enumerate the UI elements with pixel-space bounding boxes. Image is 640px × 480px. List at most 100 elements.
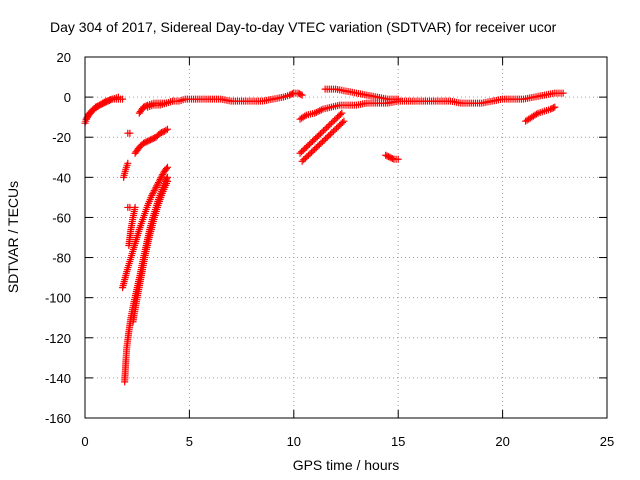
chart-title: Day 304 of 2017, Sidereal Day-to-day VTE… [50,19,557,35]
data-point [331,116,339,124]
data-point [318,128,326,136]
data-point [301,145,309,153]
data-point [312,134,320,142]
data-point [333,124,341,132]
data-point [301,154,309,162]
data-point [311,109,319,117]
data-point [328,129,336,137]
data-point [288,90,296,98]
data-point [150,187,158,195]
data-point [156,175,164,183]
data-point [321,125,329,133]
y-tick-label: -20 [52,130,71,145]
axis-ticks: 0 5 10 15 20 25 20 0 -20 -40 -60 -80 -100 -120 -140 -16… [45,50,614,449]
y-tick-label: 20 [57,50,71,65]
data-point [114,93,122,101]
data-point [389,155,397,163]
data-point [309,137,317,145]
data-point [297,90,305,98]
data-point [331,126,339,134]
y-tick-label: -160 [45,411,71,426]
data-point [312,108,320,116]
data-point [316,107,324,115]
y-axis-label: SDTVAR / TECUs [5,181,21,293]
data-point [303,153,311,161]
data-point [306,150,314,158]
data-point [163,125,171,133]
data-point [314,142,322,150]
data-point [300,156,308,164]
data-point [340,117,348,125]
data-points [81,85,567,386]
x-tick-label: 10 [287,434,301,449]
data-point [549,104,557,112]
data-point [325,132,333,140]
data-point [315,141,323,149]
data-point [326,121,334,129]
data-point [317,139,325,147]
data-point [296,149,304,157]
x-tick-label: 5 [186,434,193,449]
data-point [304,151,312,159]
data-point [162,165,170,173]
data-point [313,133,321,141]
plot-frame [84,56,608,419]
y-tick-label: -60 [52,210,71,225]
data-point [329,118,337,126]
data-point [310,136,318,144]
data-point [551,103,559,111]
data-point [302,143,310,151]
data-point [315,131,323,139]
data-point [298,148,306,156]
data-point [149,188,157,196]
data-point [323,124,331,132]
y-tick-label: -140 [45,371,71,386]
data-point [533,110,541,118]
data-point [158,172,166,180]
data-point [312,144,320,152]
data-point [327,119,335,127]
data-point [311,145,319,153]
data-point [299,146,307,154]
data-point [301,112,309,120]
data-point [298,91,306,99]
x-tick-label: 20 [495,434,509,449]
x-tick-label: 15 [391,434,405,449]
data-point [154,179,162,187]
data-point [319,138,327,146]
data-point [324,122,332,130]
data-point [394,155,402,163]
data-point [559,89,567,97]
data-point [159,171,167,179]
data-point [304,142,312,150]
data-point [154,180,162,188]
data-point [394,95,402,103]
x-axis-label: GPS time / hours [293,457,400,473]
data-point [152,183,160,191]
data-point [162,126,170,134]
data-point [326,130,334,138]
data-point [119,95,127,103]
data-point [309,147,317,155]
data-point [317,106,325,114]
data-point [314,108,322,116]
data-point [338,109,346,117]
data-point [323,133,331,141]
x-tick-label: 25 [600,434,614,449]
data-point [316,130,324,138]
data-point [305,140,313,148]
y-tick-label: -40 [52,170,71,185]
data-point [126,129,134,137]
y-tick-label: 0 [64,90,71,105]
data-point [131,203,139,211]
data-point [124,159,132,167]
y-tick-label: -80 [52,251,71,266]
data-point [100,98,108,106]
data-point [153,182,161,190]
data-point [320,127,328,135]
grid-lines [85,57,607,418]
data-point [336,110,344,118]
data-point [169,97,177,105]
data-point [151,185,159,193]
